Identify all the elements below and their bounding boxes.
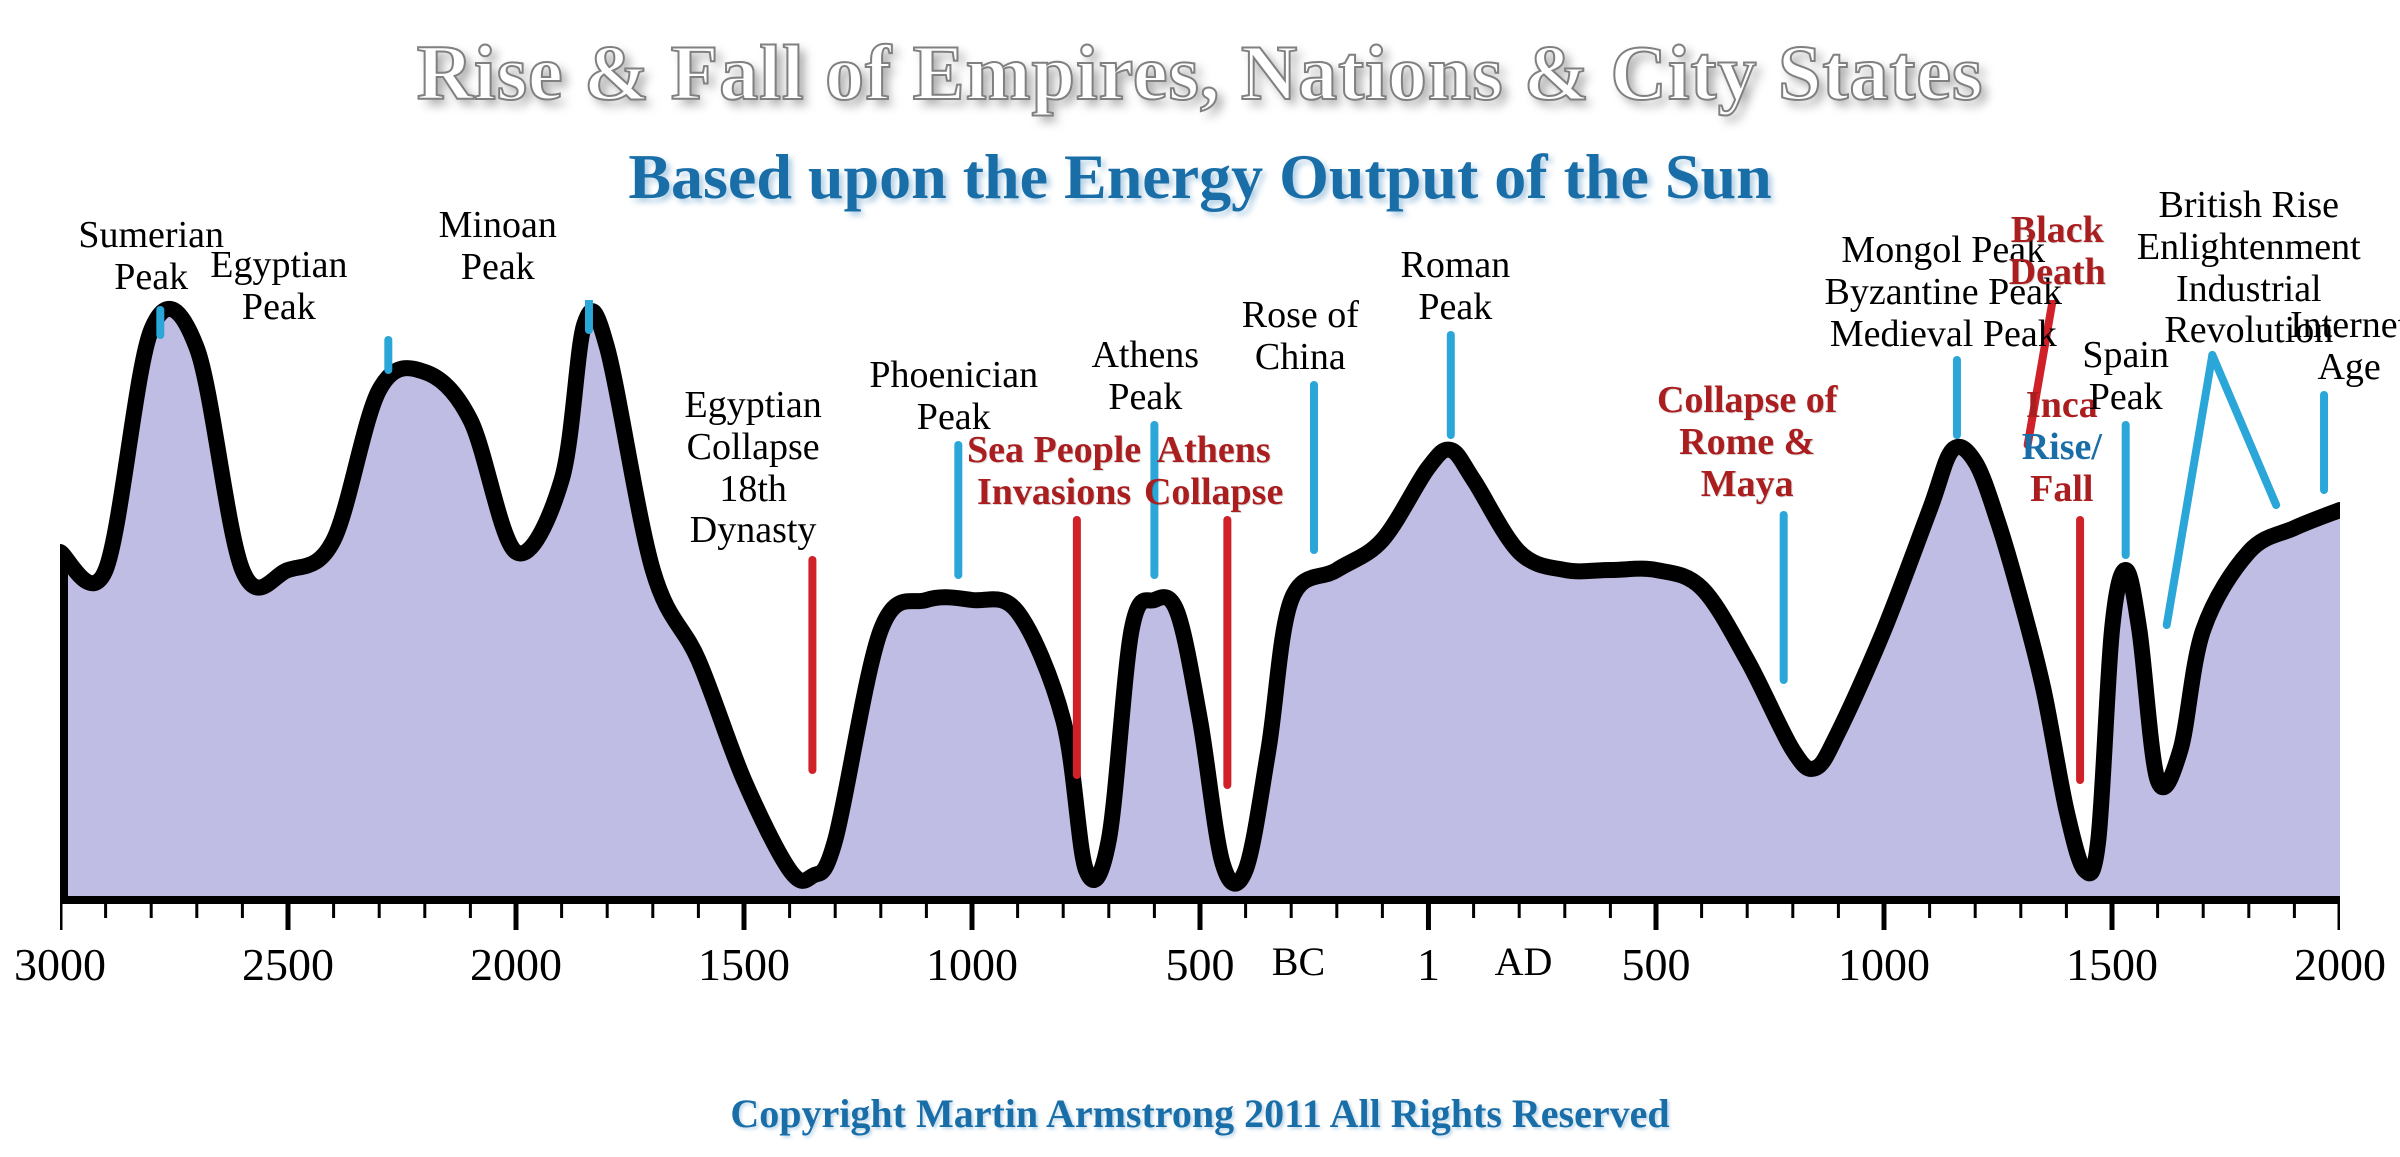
title-main: Rise & Fall of Empires, Nations & City S… (0, 28, 2400, 118)
bc-label: BC (1272, 938, 1325, 985)
axis-tick-label: 1 (1417, 938, 1440, 991)
axis-tick-label: 2500 (242, 938, 334, 991)
annotation-sumerian: SumerianPeak (78, 215, 224, 299)
axis-tick-label: 3000 (14, 938, 106, 991)
axis-tick-label: 2000 (470, 938, 562, 991)
annotation-seapeople: Sea PeopleInvasions (967, 430, 1141, 514)
annotation-egyptian: EgyptianPeak (210, 245, 347, 329)
axis-tick-label: 1500 (2066, 938, 2158, 991)
annotation-phoenician: PhoenicianPeak (869, 355, 1038, 439)
annotation-athenspeak: AthensPeak (1091, 335, 1199, 419)
annotation-athenscol: AthensCollapse (1144, 430, 1283, 514)
annotation-romanpeak: RomanPeak (1400, 245, 1510, 329)
annotation-collapserm: Collapse ofRome &Maya (1657, 380, 1838, 505)
ad-label: AD (1495, 938, 1553, 985)
axis-tick-label: 1000 (1838, 938, 1930, 991)
chart-area: SumerianPeakEgyptianPeakMinoanPeakEgypti… (60, 300, 2340, 930)
annotation-minoan: MinoanPeak (439, 205, 557, 289)
page: Rise & Fall of Empires, Nations & City S… (0, 0, 2400, 1157)
annotation-blackdeath: BlackDeath (2009, 210, 2106, 294)
annotation-rosechina: Rose ofChina (1242, 295, 1359, 379)
axis-tick-label: 2000 (2294, 938, 2386, 991)
annotation-internet: InternetAge (2290, 305, 2400, 389)
title-sub: Based upon the Energy Output of the Sun (0, 140, 2400, 214)
axis-tick-label: 500 (1166, 938, 1235, 991)
axis-tick-label: 1000 (926, 938, 1018, 991)
axis-tick-label: 500 (1622, 938, 1691, 991)
copyright: Copyright Martin Armstrong 2011 All Righ… (0, 1090, 2400, 1137)
axis-tick-label: 1500 (698, 938, 790, 991)
timeline-chart (60, 300, 2340, 930)
annotation-egcollapse: EgyptianCollapse18thDynasty (685, 385, 822, 552)
